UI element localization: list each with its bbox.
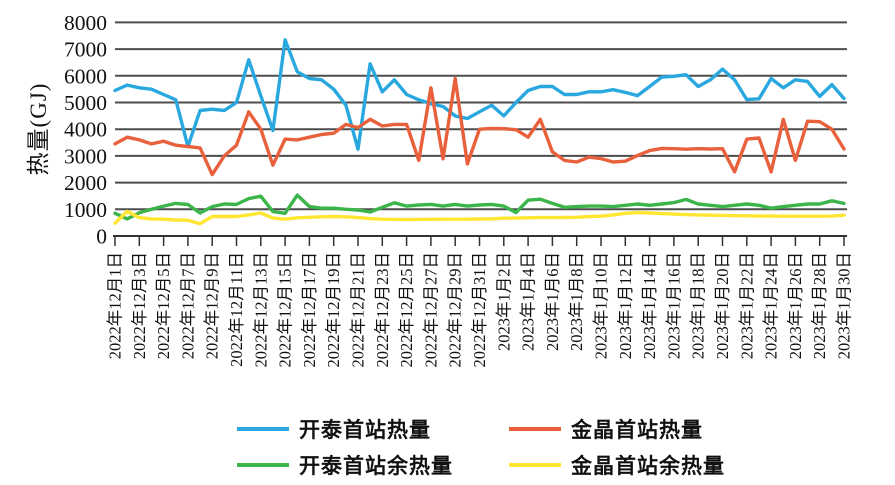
x-tick-label: 2022年12月21日: [349, 252, 368, 368]
y-tick-label: 4000: [64, 118, 107, 142]
x-tick-label: 2023年1月4日: [519, 252, 538, 351]
legend: 开泰首站热量 金晶首站热量 开泰首站余热量 金晶首站余热量: [237, 415, 725, 478]
x-tick-label: 2023年1月30日: [835, 252, 854, 359]
x-tick-label: 2023年1月24日: [762, 252, 781, 359]
x-tick-label: 2022年12月25日: [397, 252, 416, 368]
x-tick-label: 2022年12月9日: [203, 252, 222, 359]
legend-line-swatch-green: [237, 462, 289, 467]
series-line-1: [113, 76, 846, 177]
x-tick-label: 2022年12月31日: [470, 252, 489, 368]
x-tick-label: 2022年12月1日: [106, 252, 125, 359]
x-tick-label: 2023年1月10日: [592, 252, 611, 359]
y-tick-label: 2000: [64, 171, 107, 195]
x-tick-label: 2023年1月6日: [543, 252, 562, 351]
series-line-0: [113, 38, 846, 151]
x-tick-label: 2023年1月26日: [786, 252, 805, 359]
x-tick-label: 2022年12月13日: [251, 252, 270, 368]
legend-label: 开泰首站热量: [299, 417, 431, 442]
x-tick-label: 2023年1月28日: [810, 252, 829, 359]
x-tick-label: 2022年12月11日: [227, 252, 246, 367]
x-tick-label: 2022年12月27日: [421, 252, 440, 368]
x-tick-label: 2023年1月14日: [640, 252, 659, 359]
series-line-2: [113, 193, 846, 221]
x-tick-label: 2022年12月23日: [373, 252, 392, 368]
legend-item-kaitai-heat: 开泰首站热量: [237, 415, 509, 442]
legend-item-jinjing-heat: 金晶首站热量: [509, 415, 725, 442]
legend-item-kaitai-residual-heat: 开泰首站余热量: [237, 451, 509, 478]
legend-line-swatch-blue: [237, 426, 289, 431]
y-axis-title: 热量(GJ): [26, 82, 51, 176]
legend-label: 开泰首站余热量: [299, 453, 453, 478]
legend-label: 金晶首站热量: [571, 417, 703, 442]
x-tick-label: 2023年1月18日: [689, 252, 708, 359]
legend-label: 金晶首站余热量: [571, 453, 725, 478]
x-tick-label: 2023年1月22日: [737, 252, 756, 359]
series-line-3: [113, 209, 846, 226]
x-tick-label: 2022年12月17日: [300, 252, 319, 368]
x-tick-label: 2023年1月8日: [567, 252, 586, 351]
legend-line-swatch-red: [509, 426, 561, 431]
legend-line-swatch-yellow: [509, 462, 561, 467]
x-tick-label: 2023年1月2日: [494, 252, 513, 351]
y-tick-label: 1000: [64, 198, 107, 222]
x-tick-label: 2023年1月20日: [713, 252, 732, 359]
x-tick-label: 2023年1月12日: [616, 252, 635, 359]
y-tick-label: 8000: [64, 11, 107, 35]
x-tick-label: 2022年12月15日: [276, 252, 295, 368]
y-tick-label: 5000: [64, 91, 107, 115]
y-tick-label: 6000: [64, 64, 107, 88]
x-tick-label: 2022年12月7日: [178, 252, 197, 359]
y-tick-label: 3000: [64, 144, 107, 168]
x-tick-label: 2022年12月5日: [154, 252, 173, 359]
legend-item-jinjing-residual-heat: 金晶首站余热量: [509, 451, 725, 478]
x-tick-label: 2022年12月3日: [130, 252, 149, 359]
x-tick-label: 2023年1月16日: [664, 252, 683, 359]
x-tick-label: 2022年12月19日: [324, 252, 343, 368]
x-tick-label: 2022年12月29日: [446, 252, 465, 368]
y-tick-label: 7000: [64, 38, 107, 62]
y-tick-label: 0: [96, 225, 107, 249]
